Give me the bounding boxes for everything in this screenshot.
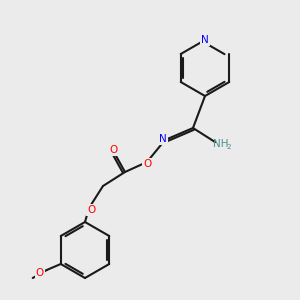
Text: O: O xyxy=(143,159,151,169)
Text: N: N xyxy=(159,134,167,144)
Text: O: O xyxy=(87,205,95,215)
Text: O: O xyxy=(110,145,118,155)
Text: N: N xyxy=(201,35,209,45)
Text: NH: NH xyxy=(213,139,229,149)
Text: O: O xyxy=(36,268,44,278)
Text: 2: 2 xyxy=(227,144,231,150)
